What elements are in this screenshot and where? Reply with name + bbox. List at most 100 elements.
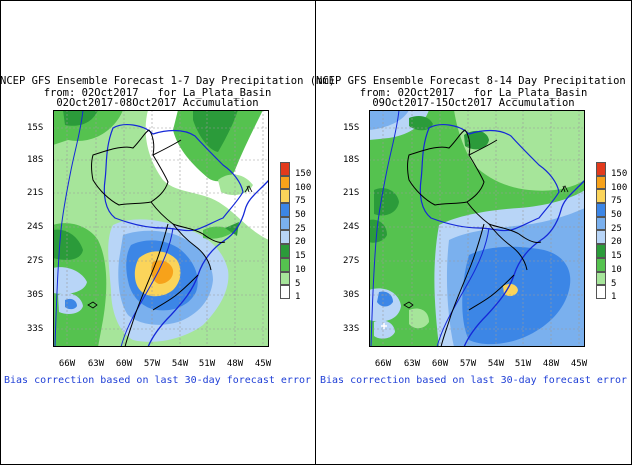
map-marker-2: [244, 185, 253, 193]
precipitation-map: [53, 110, 269, 347]
lat-label: 30S: [27, 290, 44, 300]
precip-20mm-west: [53, 267, 87, 294]
legend-swatch: [596, 175, 606, 190]
legend-label: 150: [611, 169, 628, 179]
legend-label: 5: [295, 278, 301, 289]
precip-5mm-sw: [409, 308, 429, 329]
lat-label: 30S: [343, 290, 360, 300]
legend-label: 75: [295, 196, 306, 207]
panel-title: NCEP GFS Ensemble Forecast 8-14 Day Prec…: [316, 75, 632, 87]
panel-subtitle-accumulation: 09Oct2017-15Oct2017 Accumulation: [372, 97, 575, 109]
legend-swatch: [280, 175, 290, 190]
precip-15mm-ne: [193, 110, 238, 152]
lat-label: 27S: [27, 256, 44, 266]
country-borders: [91, 129, 226, 347]
lon-label: 54W: [171, 359, 189, 369]
map-marker-1: [87, 301, 98, 309]
map-marker-2: [560, 185, 569, 193]
precipitation-map: [369, 110, 585, 347]
legend-label: 75: [611, 196, 622, 207]
lon-label: 66W: [58, 359, 76, 369]
river-west: [54, 110, 84, 347]
precip-5mm-ne-patch: [218, 174, 253, 196]
legend-label: 100: [295, 182, 312, 193]
legend-label: 5: [611, 278, 617, 289]
lat-label: 15S: [343, 123, 360, 133]
legend-swatch: [280, 271, 290, 286]
precip-75mm-area: [503, 283, 518, 297]
legend-swatch: [280, 257, 290, 272]
lon-label: 63W: [87, 359, 105, 369]
legend-label: 50: [295, 210, 306, 221]
panel-subtitle-from: from: 02Oct2017 for La_Plata_Basin: [43, 87, 272, 99]
lat-label: 33S: [27, 324, 44, 334]
legend-swatch: [596, 244, 606, 258]
legend-swatch: [280, 244, 290, 258]
lon-label: 48W: [542, 359, 560, 369]
panel-divider: [315, 0, 316, 465]
legend-label: 25: [295, 223, 306, 234]
bias-correction-note: Bias correction based on last 30-day for…: [319, 375, 628, 386]
legend-swatch: [280, 162, 290, 176]
lon-label: 54W: [487, 359, 505, 369]
legend-swatch: [596, 230, 606, 245]
coastline: [463, 179, 585, 347]
lon-label: 51W: [198, 359, 216, 369]
basin-outline: [419, 124, 560, 232]
map-marker-3: [381, 323, 387, 329]
coastline: [147, 179, 269, 347]
lon-label: 45W: [570, 359, 588, 369]
legend-swatch: [280, 285, 290, 299]
precip-50mm-area: [462, 246, 571, 345]
lat-label: 15S: [27, 123, 44, 133]
lat-label: 18S: [27, 155, 44, 165]
color-legend: 150 100 75 50 25 20 15 10 5 1: [596, 162, 628, 302]
precip-15mm-north: [63, 110, 98, 126]
legend-label: 20: [611, 237, 622, 248]
lat-label: 24S: [343, 222, 360, 232]
forecast-panel-1-7-day: NCEP GFS Ensemble Forecast 1-7 Day Preci…: [0, 0, 336, 465]
legend-swatch: [596, 216, 606, 231]
legend-label: 150: [295, 169, 312, 179]
precip-25mm-north: [369, 110, 409, 130]
lon-label: 45W: [254, 359, 272, 369]
legend-swatch: [596, 189, 606, 204]
legend-label: 20: [295, 237, 306, 248]
panel-title: NCEP GFS Ensemble Forecast 1-7 Day Preci…: [0, 75, 336, 87]
precip-10mm-coast: [203, 226, 233, 239]
legend-swatch: [280, 189, 290, 204]
legend-label: 15: [611, 251, 622, 262]
legend-swatch: [596, 162, 606, 176]
precip-50mm-sw: [65, 298, 77, 310]
legend-label: 10: [295, 264, 306, 275]
legend-label: 10: [611, 264, 622, 275]
legend-label: 15: [295, 251, 306, 262]
legend-label: 100: [611, 182, 628, 193]
precip-25mm-coast: [225, 222, 239, 236]
lat-label: 27S: [343, 256, 360, 266]
legend-label: 1: [295, 292, 301, 303]
precip-15mm-north-patch: [464, 130, 489, 150]
legend-swatch: [596, 285, 606, 299]
legend-swatch: [280, 203, 290, 217]
lon-label: 63W: [403, 359, 421, 369]
color-legend: 150 100 75 50 25 20 15 10 5 1: [280, 162, 312, 303]
legend-label: 25: [611, 223, 622, 234]
basin-outline: [103, 124, 244, 232]
precip-20mm-sw2: [374, 320, 395, 339]
map-marker-1: [403, 301, 414, 309]
lon-label: 66W: [374, 359, 392, 369]
graticule: [53, 110, 269, 347]
lon-label: 48W: [226, 359, 244, 369]
lon-label: 57W: [143, 359, 161, 369]
lon-label: 57W: [459, 359, 477, 369]
precip-100mm-area: [151, 260, 174, 284]
precip-15mm-nw: [409, 116, 433, 131]
lon-label: 60W: [115, 359, 133, 369]
lat-label: 21S: [343, 188, 360, 198]
panel-subtitle-from: from: 02Oct2017 for La_Plata_Basin: [359, 87, 588, 99]
legend-swatch: [596, 271, 606, 286]
lat-label: 33S: [343, 324, 360, 334]
legend-swatch: [596, 203, 606, 217]
river-parana: [120, 227, 174, 347]
